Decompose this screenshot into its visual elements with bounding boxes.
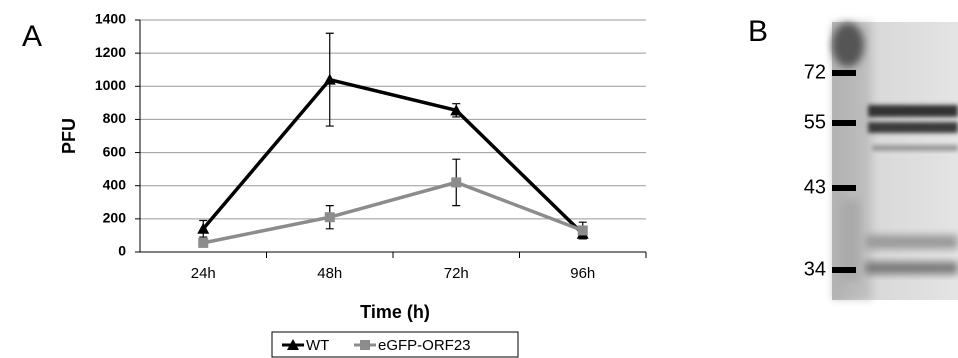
size-marker-label: 72 xyxy=(804,61,826,83)
size-marker-label: 43 xyxy=(804,176,826,198)
y-tick-label: 600 xyxy=(103,143,127,159)
legend-label: WT xyxy=(306,337,329,354)
size-marker-label: 55 xyxy=(804,111,826,133)
blot-image xyxy=(832,22,958,300)
point xyxy=(578,225,588,235)
y-tick-label: 1200 xyxy=(95,44,126,60)
size-marker-label: 34 xyxy=(804,258,826,280)
y-tick-label: 1000 xyxy=(95,77,126,93)
x-tick-label: 24h xyxy=(191,265,216,282)
x-tick-label: 72h xyxy=(444,265,469,282)
y-tick-label: 400 xyxy=(103,176,127,192)
size-marker-dash xyxy=(832,185,856,191)
panel-label: A xyxy=(22,20,42,53)
point xyxy=(451,177,461,187)
size-marker-dash xyxy=(832,120,856,126)
x-axis-title: Time (h) xyxy=(360,302,430,322)
x-tick-label: 48h xyxy=(317,265,342,282)
legend-marker xyxy=(360,340,370,350)
legend-label: eGFP-ORF23 xyxy=(378,337,471,354)
size-marker-dash xyxy=(832,267,856,273)
point xyxy=(325,212,335,222)
y-tick-label: 0 xyxy=(118,243,126,259)
y-tick-label: 1400 xyxy=(95,11,126,27)
series-line xyxy=(203,182,583,242)
y-tick-label: 200 xyxy=(103,210,127,226)
panel-label: B xyxy=(748,15,768,48)
x-tick-label: 96h xyxy=(570,265,595,282)
size-marker-dash xyxy=(832,70,856,76)
point xyxy=(198,238,208,248)
figure: A B Time (h) PFU 0 200 400 600 800 1000 1200 14… xyxy=(0,0,958,358)
y-axis-title: PFU xyxy=(59,118,79,154)
y-tick-label: 800 xyxy=(103,110,127,126)
